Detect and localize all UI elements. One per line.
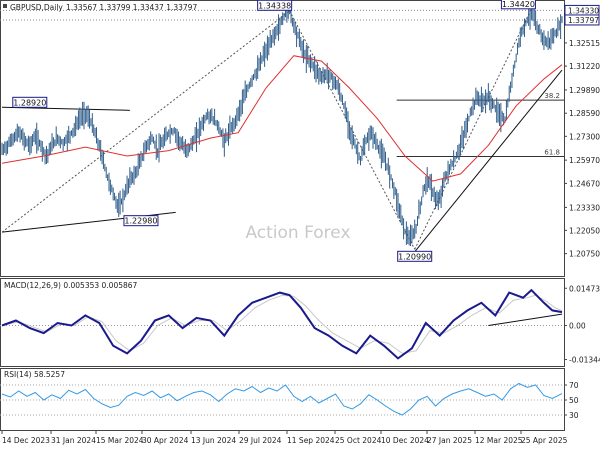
line-rise-dotted [1,10,290,233]
chart-header: GBPUSD,Daily 1.33567 1.33799 1.33437 1.3… [3,3,197,12]
x-tick-label: 15 Mar 2024 [96,436,144,445]
rsi-line [1,382,563,416]
price-tick-label: 1.20750 [569,250,600,259]
x-tick-label: 11 Sep 2024 [287,436,335,445]
pivot-1.34420: 1.34420 [500,0,536,10]
ohlc-readout: 1.33567 1.33799 1.33437 1.33797 [66,3,197,12]
macd-y-axis: 0.014734 0.00 -0.013442 [564,284,600,365]
pivot-1.20990: 1.20990 [397,250,433,262]
pivot-labels: 1.28920 1.22980 1.34338 1.20990 1.34420 [12,0,536,262]
pivot-1.34338: 1.34338 [257,0,293,11]
pivot-box [397,250,433,262]
pivot-label: 1.28920 [13,98,46,107]
x-tick-label: 13 Jun 2024 [191,436,236,445]
price-tick-label: 1.29890 [569,86,600,95]
pivot-label: 1.20990 [398,252,431,261]
macd-line [1,288,563,360]
macd-tick-label: 0.014734 [569,284,600,293]
price-tick-label: 1.32515 [569,39,600,48]
x-tick-label: 25 Oct 2024 [335,436,382,445]
pivot-box [500,0,536,10]
top-price-box: 1.34330 [564,4,600,16]
x-tick-label: 31 Jan 2024 [51,436,96,445]
price-tick-label: 1.25970 [569,156,600,165]
x-tick-label: 25 Apr 2025 [521,436,568,445]
x-tick-label: 30 Apr 2024 [142,436,189,445]
price-y-axis: 1.32515 1.31220 1.29890 1.28590 1.27300 1.259… [564,4,600,259]
title-marker-icon [3,4,7,8]
price-tick-label: 1.31220 [569,62,600,71]
pivot-label: 1.34420 [502,0,535,9]
macd-trendline [488,313,563,327]
macd-tick-label: -0.013442 [569,356,600,365]
top-price-box-label: 1.34330 [568,6,599,15]
x-tick-label: 14 Dec 2023 [2,436,50,445]
x-tick-label: 12 Mar 2025 [475,436,523,445]
pivot-box [123,215,159,227]
pivot-box [257,0,293,11]
rsi-tick-label: 70 [569,381,579,390]
chart-title: GBPUSD,Daily [10,3,63,12]
pivot-1.28920: 1.28920 [12,96,48,108]
last-price-box-label: 1.33797 [568,16,599,25]
fib-labels: 38.2 61.8 [544,92,560,156]
pivot-1.22980: 1.22980 [123,215,159,227]
pivot-box [12,96,48,108]
line-upper-left [1,106,130,111]
price-tick-label: 1.27300 [569,132,600,141]
rsi-title: RSI(14) 58.5257 [4,370,65,379]
price-tick-label: 1.24670 [569,179,600,188]
price-tick-label: 1.28590 [569,109,600,118]
price-trendlines [1,8,563,253]
macd-panel-frame [0,278,565,367]
line-support [414,69,563,253]
watermark: Action Forex [245,223,350,243]
price-tick-label: 1.22050 [569,226,600,235]
rsi-tick-label: 50 [569,396,579,405]
fib-label-38.2: 38.2 [544,92,560,100]
x-tick-label: 29 Jul 2024 [239,436,282,445]
rsi-tick-label: 30 [569,411,579,420]
last-price-box-frame [564,14,600,26]
price-tick-label: 1.23330 [569,203,600,212]
pivot-label: 1.22980 [124,217,157,226]
line-fall-dotted [289,10,416,250]
x-tick-label: 10 Dec 2024 [381,436,429,445]
last-price-box: 1.33797 [564,14,600,26]
rsi-reference-lines [0,384,564,416]
rsi-y-axis: 70 50 30 [564,381,579,420]
macd-title: MACD(12,26,9) 0.005353 0.005867 [4,281,138,290]
macd-tick-label: 0.00 [569,322,586,331]
fib-label-61.8: 61.8 [544,149,560,157]
x-tick-label: 27 Jan 2025 [427,436,472,445]
line-rise-2-dotted [414,8,532,250]
moving-average-line [1,55,563,182]
panel-frames [0,0,565,431]
price-bars [1,0,563,247]
pivot-label: 1.34338 [258,1,291,10]
price-horizontal-lines [0,9,564,158]
